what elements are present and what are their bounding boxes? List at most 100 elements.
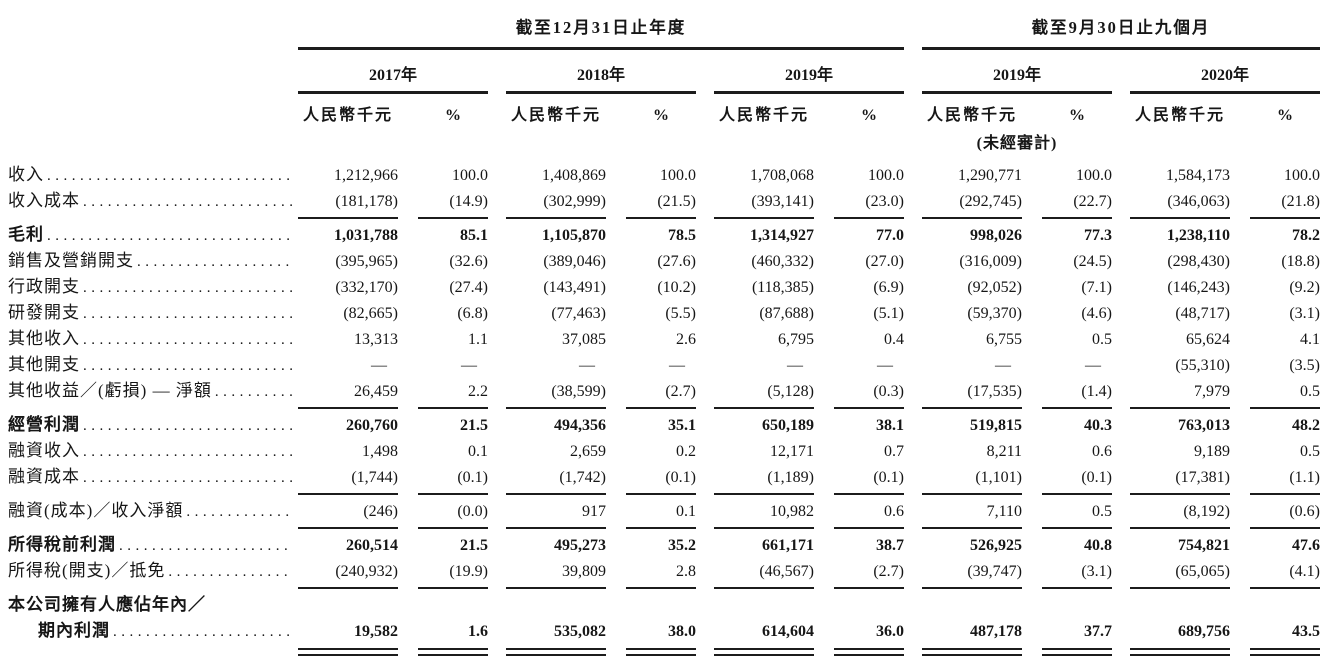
cell-2019-9m-amount: (59,370): [967, 305, 1022, 322]
period-group-titles: 截至12月31日止年度 截至9月30日止九個月: [8, 14, 1322, 38]
cell-2019-amount: (393,141): [751, 193, 814, 210]
cell-2019-percent: (0.3): [873, 383, 904, 400]
em-dash-value: —: [995, 357, 1011, 374]
cell-2019-amount: 614,604: [762, 623, 814, 640]
cell-2017-percent: 21.5: [460, 417, 488, 434]
table-row: 收入成本 ...................................…: [8, 188, 1322, 214]
cell-2019-percent: 38.7: [876, 537, 904, 554]
rule-segment: [922, 407, 1022, 409]
cell-2019-9m-percent: (1.4): [1081, 383, 1112, 400]
cell-2018-amount: (1,742): [559, 469, 606, 486]
rule-segment: [1042, 527, 1112, 529]
cell-2018-percent: (2.7): [665, 383, 696, 400]
row-label: 其他收益／(虧損) — 淨額: [8, 381, 212, 400]
cell-2017-amount: 1,212,966: [334, 167, 398, 184]
cell-2017-percent: (0.1): [457, 469, 488, 486]
cell-2018-percent: 0.2: [676, 443, 696, 460]
rule-segment: [1250, 407, 1320, 409]
table-row: 融資(成本)／收入淨額 ............................…: [8, 498, 1322, 524]
cell-2018-amount: 2,659: [570, 443, 606, 460]
cell-2019-9m-amount: —: [922, 353, 1022, 379]
rule-segment: [626, 648, 696, 656]
rule-segment: [1250, 493, 1320, 495]
cell-2020-percent: 0.5: [1300, 443, 1320, 460]
group-title-rules: [8, 38, 1322, 50]
cell-2019-9m-percent: 0.6: [1092, 443, 1112, 460]
unaudited-note: (未經審計): [976, 135, 1058, 152]
cell-2018-amount: (143,491): [543, 279, 606, 296]
table-row: 研發開支 ...................................…: [8, 300, 1322, 326]
rule-segment: [1130, 587, 1230, 589]
cell-2019-9m-percent: 77.3: [1084, 227, 1112, 244]
leader-dots: ........................................…: [83, 444, 293, 460]
cell-2020-percent: (21.8): [1281, 193, 1320, 210]
cell-2019-9m-amount: 998,026: [970, 227, 1022, 244]
cell-2018-amount: (389,046): [543, 253, 606, 270]
row-label: 其他收入: [8, 329, 80, 348]
rule-segment: [506, 407, 606, 409]
cell-2020-percent: 47.6: [1292, 537, 1320, 554]
row-label: 其他開支: [8, 355, 80, 374]
year-header-2018: 2018年: [506, 54, 696, 94]
rule-segment: [1042, 493, 1112, 495]
row-label: 所得稅前利潤: [8, 535, 116, 554]
em-dash-value: —: [371, 357, 387, 374]
cell-2019-9m-amount: 1,290,771: [958, 167, 1022, 184]
unit-header-2018: 人民幣千元: [510, 107, 601, 124]
cell-2019-9m-amount: 7,110: [986, 503, 1022, 520]
cell-2019-9m-percent: 0.5: [1092, 503, 1112, 520]
cell-2017-amount: (240,932): [335, 563, 398, 580]
rule-segment: [298, 527, 398, 529]
pct-header-2018: %: [653, 107, 669, 124]
unit-header-2017: 人民幣千元: [302, 107, 393, 124]
cell-2017-amount: (82,665): [343, 305, 398, 322]
cell-2019-9m-amount: (17,535): [967, 383, 1022, 400]
leader-dots: ........................................…: [47, 228, 293, 244]
rule-segment: [1130, 217, 1230, 219]
cell-2017-amount: 260,514: [346, 537, 398, 554]
row-label: 研發開支: [8, 303, 80, 322]
cell-2019-amount: 6,795: [778, 331, 814, 348]
leader-dots: ........................................…: [83, 306, 293, 322]
rule-segment: [1130, 648, 1230, 656]
rule-segment: [714, 407, 814, 409]
rule-segment: [714, 217, 814, 219]
row-label: 所得稅(開支)／抵免: [8, 561, 166, 580]
leader-dots: ........................................…: [83, 332, 293, 348]
cell-2017-percent: 1.1: [468, 331, 488, 348]
leader-dots: ........................................…: [168, 564, 293, 580]
rule-segment: [298, 493, 398, 495]
cell-2019-amount: 1,314,927: [750, 227, 814, 244]
leader-dots: ........................................…: [83, 418, 293, 434]
cell-2019-amount: 1,708,068: [750, 167, 814, 184]
rule-segment: [834, 493, 904, 495]
rule-segment: [834, 407, 904, 409]
cell-2017-percent: —: [418, 353, 488, 379]
rule-segment: [506, 648, 606, 656]
leader-dots: ........................................…: [83, 358, 293, 374]
cell-2019-9m-amount: 487,178: [970, 623, 1022, 640]
table-row: 毛利 .....................................…: [8, 222, 1322, 248]
cell-2018-percent: (10.2): [657, 279, 696, 296]
year-header-2019: 2019年: [714, 54, 904, 94]
cell-2019-percent: 0.7: [884, 443, 904, 460]
cell-2020-amount: 1,584,173: [1166, 167, 1230, 184]
cell-2018-amount: 37,085: [562, 331, 606, 348]
cell-2017-percent: 85.1: [460, 227, 488, 244]
cell-2017-percent: (14.9): [449, 193, 488, 210]
table-row: 其他收入 ...................................…: [8, 326, 1322, 352]
table-row: 收入 .....................................…: [8, 162, 1322, 188]
cell-2018-amount: 1,408,869: [542, 167, 606, 184]
row-label: 毛利: [8, 225, 44, 244]
cell-2019-amount: —: [714, 353, 814, 379]
cell-2018-amount: —: [506, 353, 606, 379]
rule-segment: [298, 587, 398, 589]
rule-segment: [506, 587, 606, 589]
cell-2018-percent: (21.5): [657, 193, 696, 210]
pct-header-2017: %: [445, 107, 461, 124]
cell-2017-amount: (395,965): [335, 253, 398, 270]
rule-nine-months-group: [922, 47, 1320, 50]
leader-dots: ........................................…: [113, 624, 293, 640]
cell-2017-amount: 1,031,788: [334, 227, 398, 244]
